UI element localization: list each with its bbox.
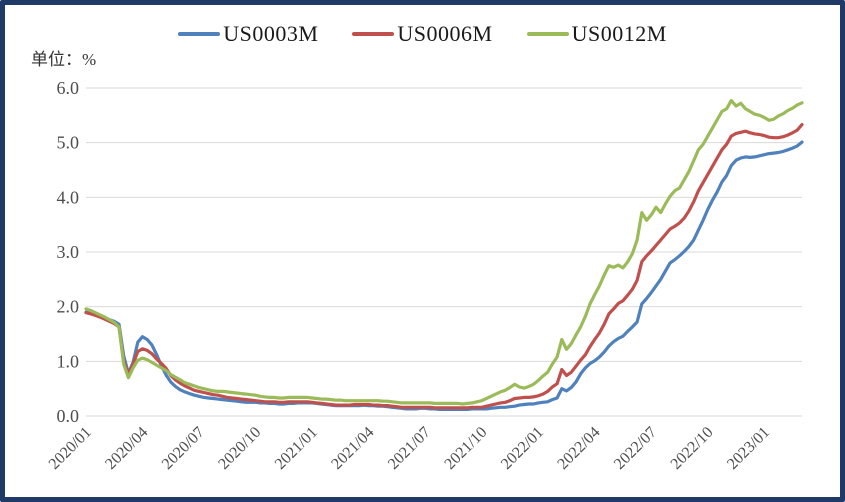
x-axis-label: 2020/10 bbox=[215, 424, 264, 473]
legend-line-swatch bbox=[352, 31, 395, 37]
x-axis-label: 2022/04 bbox=[554, 424, 603, 473]
legend-label: US0003M bbox=[223, 21, 319, 46]
legend-item-us0006m: US0006M bbox=[352, 21, 492, 47]
x-axis-label: 2022/07 bbox=[611, 424, 660, 473]
y-axis-label: 6.0 bbox=[57, 78, 80, 98]
x-axis-label: 2020/04 bbox=[102, 424, 151, 473]
x-axis-label: 2021/10 bbox=[441, 424, 490, 473]
legend-line-swatch bbox=[526, 31, 569, 37]
legend-label: US0012M bbox=[571, 21, 667, 46]
legend-line-swatch bbox=[178, 31, 221, 37]
y-axis-label: 2.0 bbox=[57, 297, 80, 317]
x-axis-label: 2022/01 bbox=[498, 424, 547, 473]
legend-item-us0003m: US0003M bbox=[178, 21, 318, 47]
legend-item-us0012m: US0012M bbox=[526, 21, 667, 47]
x-axis-label: 2021/07 bbox=[385, 424, 434, 473]
series-line-us0012m bbox=[84, 98, 804, 406]
y-axis-label: 3.0 bbox=[57, 242, 80, 262]
x-axis-label: 2023/01 bbox=[724, 424, 773, 473]
series-line-us0003m bbox=[84, 140, 804, 411]
legend: US0003M US0006M US0012M bbox=[5, 21, 840, 47]
x-axis-label: 2021/04 bbox=[328, 424, 377, 473]
x-axis-label: 2020/07 bbox=[159, 424, 208, 473]
unit-label: 单位：% bbox=[31, 50, 97, 69]
y-axis-label: 1.0 bbox=[57, 351, 80, 371]
y-axis-label: 4.0 bbox=[57, 187, 80, 207]
x-axis-label: 2022/10 bbox=[668, 424, 717, 473]
y-axis-label: 0.0 bbox=[57, 406, 80, 426]
series-line-us0006m bbox=[84, 122, 804, 410]
x-axis-label: 2020/01 bbox=[46, 424, 95, 473]
legend-label: US0006M bbox=[397, 21, 493, 46]
x-axis-label: 2021/01 bbox=[272, 424, 321, 473]
y-axis-label: 5.0 bbox=[57, 133, 80, 153]
